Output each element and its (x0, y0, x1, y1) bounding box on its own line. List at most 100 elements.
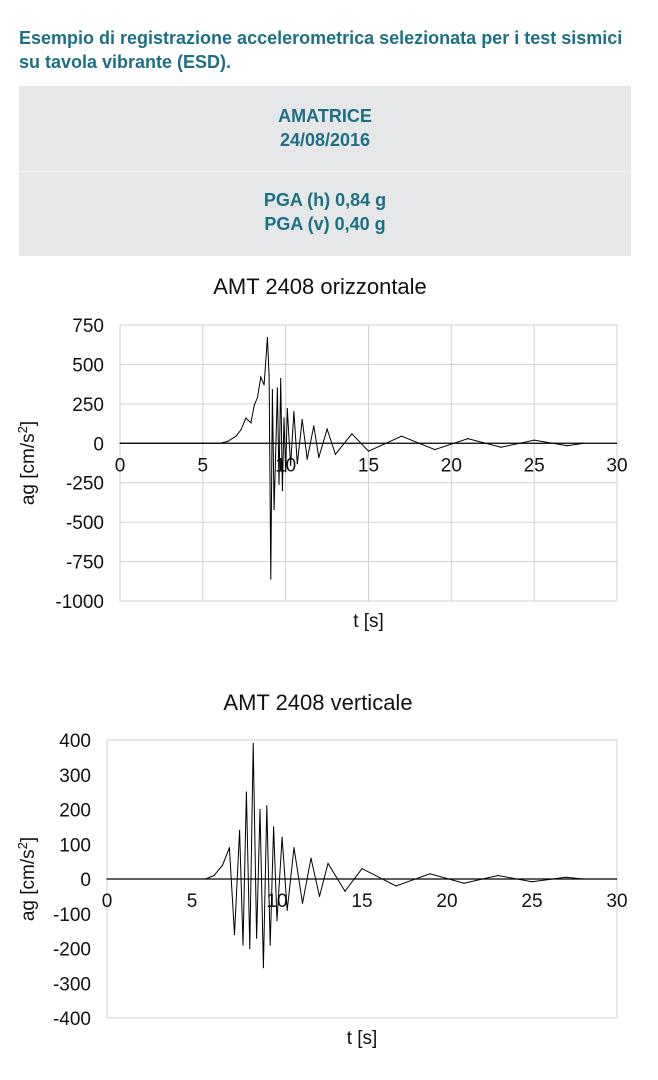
chart-1-point (318, 895, 321, 897)
chart-1-series-0-line (107, 743, 584, 968)
chart-0-series-0-line (120, 337, 584, 579)
chart-0-point (250, 422, 252, 424)
chart-1-ylabel-base: ag [cm/s (18, 849, 39, 921)
chart-0-point (278, 483, 280, 485)
chart-0-point (119, 442, 121, 444)
chart-1-point (266, 805, 268, 807)
chart-1-point (395, 885, 397, 887)
chart-1-xtick-label: 15 (351, 891, 372, 912)
chart-1-xtick-label: 30 (606, 891, 627, 912)
chart-1-point (531, 881, 533, 883)
chart-0-point (227, 440, 229, 442)
chart-0-point (334, 453, 336, 455)
chart-0-point (283, 417, 285, 419)
chart-1-point (222, 864, 224, 866)
chart-1-title: AMT 2408 verticale (223, 690, 412, 715)
chart-0-ytick-label: -250 (66, 474, 104, 495)
chart-1-point (269, 944, 271, 946)
chart-0-xtick-label: 30 (606, 455, 627, 476)
chart-1-point (256, 937, 258, 939)
chart-0-xtick-label: 0 (115, 455, 126, 476)
chart-1-ytick-label: 400 (59, 731, 91, 752)
chart-1-point (245, 791, 247, 793)
chart-1-point (262, 967, 264, 969)
chart-1-point (310, 857, 312, 859)
chart-1-point (106, 878, 108, 880)
chart-1-ylabel: ag [cm/s2] (15, 837, 39, 921)
chart-1-xtick-label: 25 (521, 891, 542, 912)
chart-0-point (260, 376, 262, 378)
chart-1-point (293, 847, 295, 849)
chart-0-point (318, 456, 320, 459)
chart-0-ytick-label: -750 (66, 553, 104, 574)
chart-0-ytick-label: 750 (72, 316, 104, 337)
chart-vertical: AMT 2408 verticale4003002001000-100-200-… (15, 690, 628, 1049)
chart-1-point (252, 742, 254, 745)
pga-block: PGA (h) 0,84 g PGA (v) 0,40 g (19, 188, 631, 236)
chart-0-ylabel-sup: 2 (15, 426, 30, 433)
chart-0-point (271, 389, 273, 391)
chart-1-ytick-label: -100 (53, 905, 91, 926)
chart-0-point (306, 458, 308, 460)
chart-0-point (533, 439, 535, 441)
chart-0-xtick-label: 15 (358, 455, 379, 476)
chart-0-ytick-label: -500 (66, 513, 104, 534)
pga-horizontal: PGA (h) 0,84 g (263, 190, 387, 210)
chart-1-point (497, 874, 499, 877)
chart-0-point (235, 435, 237, 437)
chart-0-xlabel: t [s] (353, 611, 384, 632)
chart-1-ytick-label: -300 (53, 974, 91, 995)
chart-0-point (253, 404, 255, 406)
chart-0-title: AMT 2408 orizzontale (213, 274, 427, 299)
chart-1-point (301, 902, 304, 904)
chart-0-point (301, 419, 303, 421)
chart-0-point (293, 411, 295, 413)
chart-1-point (259, 808, 261, 811)
chart-1-point (228, 847, 230, 849)
chart-0-point (326, 428, 328, 430)
chart-1-point (281, 836, 283, 838)
chart-0-point (218, 442, 220, 444)
chart-0-point (351, 433, 353, 435)
chart-1-point (361, 868, 363, 870)
chart-0-point (268, 374, 270, 377)
chart-1-point (344, 890, 346, 892)
chart-1-ytick-label: -400 (53, 1009, 91, 1030)
chart-1-point (429, 873, 431, 875)
chart-0-point (266, 337, 268, 339)
chart-0-point (263, 384, 265, 386)
chart-0-point (296, 463, 298, 465)
chart-0-point (434, 449, 436, 451)
chart-0-point (286, 408, 288, 410)
chart-1-point (276, 920, 278, 922)
chart-1-xtick-label: 20 (436, 891, 457, 912)
chart-0-point (256, 396, 259, 399)
chart-0-point (500, 446, 502, 448)
chart-0-point (401, 435, 403, 437)
event-date: 24/08/2016 (279, 130, 371, 150)
chart-0-xtick-label: 5 (198, 455, 209, 476)
chart-0-ylabel-base: ag [cm/s (18, 433, 39, 505)
chart-1-point (205, 878, 207, 880)
chart-0-ylabel-end: ] (18, 421, 39, 426)
chart-1-ytick-label: 0 (80, 870, 91, 891)
chart-1-point (463, 882, 465, 884)
chart-0-point (313, 425, 315, 427)
chart-1-point (327, 862, 329, 864)
chart-0-point (583, 442, 585, 444)
chart-1-xlabel: t [s] (347, 1028, 378, 1049)
chart-0-point (281, 490, 283, 492)
chart-0-point (285, 471, 287, 473)
chart-1-point (249, 947, 251, 950)
chart-0-point (467, 438, 469, 440)
chart-1-ytick-label: 300 (59, 766, 91, 787)
chart-1-point (286, 909, 288, 911)
chart-1-xtick-label: 5 (187, 891, 198, 912)
chart-0-ytick-label: 250 (72, 395, 104, 416)
chart-0-point (276, 387, 278, 389)
chart-1-point (233, 934, 236, 936)
chart-0-ylabel: ag [cm/s2] (15, 421, 39, 505)
info-divider (19, 171, 631, 172)
chart-1-ylabel-end: ] (18, 837, 39, 842)
chart-0-xtick-label: 25 (524, 455, 545, 476)
